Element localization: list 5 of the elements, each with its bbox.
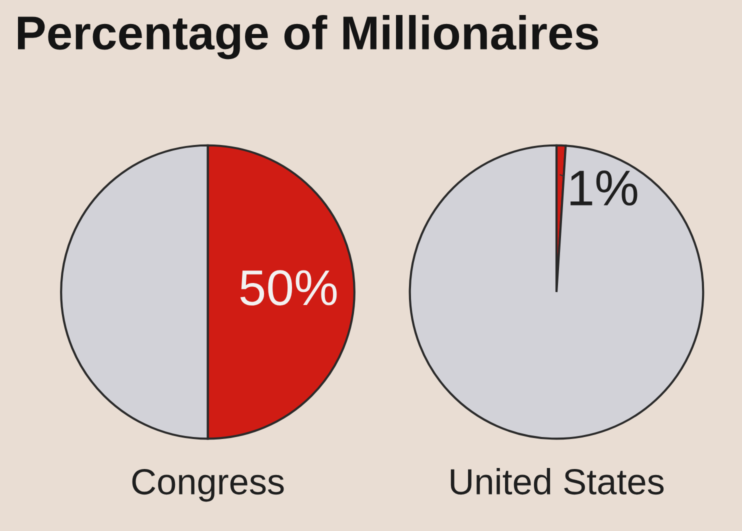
text: United States [450,468,664,495]
chart-title: Percentage of Millionaires [18,15,598,60]
text: Congress [132,468,284,502]
data-label: 50% [240,270,337,306]
data-label: 1% [570,170,638,206]
